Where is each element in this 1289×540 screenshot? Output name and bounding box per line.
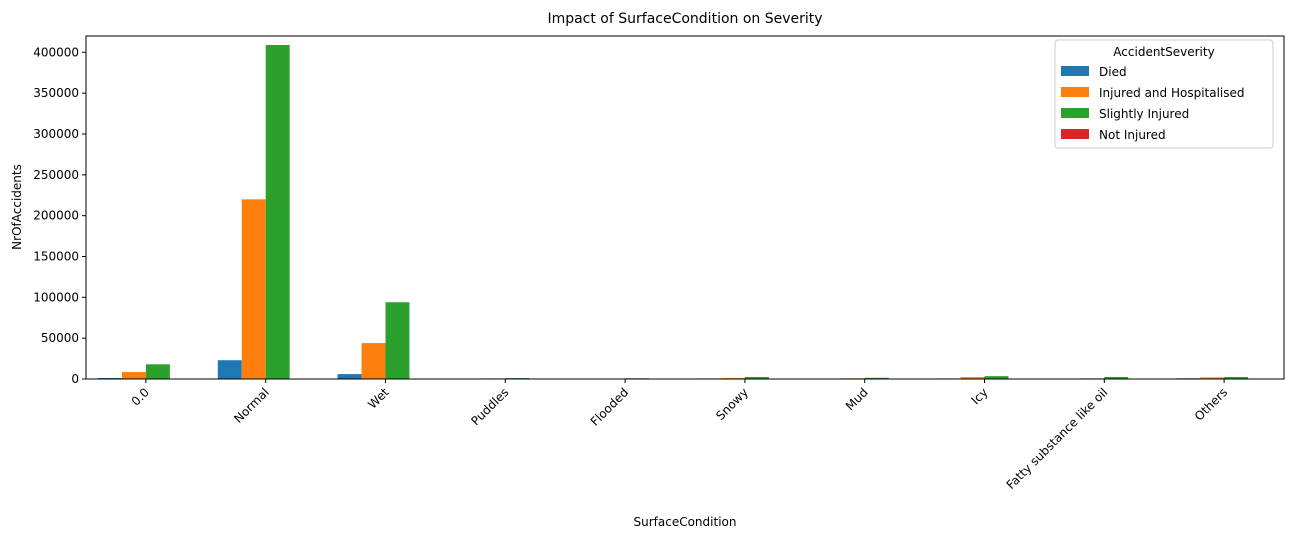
bar-injured-and-hospitalised-1: [241, 199, 266, 379]
bar-slightly-injured-8: [1104, 376, 1129, 379]
bar-injured-and-hospitalised-7: [960, 377, 985, 379]
bar-died-2: [337, 374, 362, 379]
y-tick-label: 200000: [33, 209, 79, 223]
legend-frame: [1054, 39, 1274, 149]
legend-label: Not Injured: [1099, 128, 1166, 142]
bar-slightly-injured-6: [864, 377, 889, 379]
bar-injured-and-hospitalised-9: [1200, 377, 1225, 379]
bars-group: [97, 44, 1249, 379]
bar-slightly-injured-2: [385, 302, 410, 379]
y-tick-label: 100000: [33, 290, 79, 304]
bar-slightly-injured-0: [145, 364, 170, 379]
bar-slightly-injured-7: [984, 376, 1009, 379]
legend-swatch: [1061, 129, 1089, 139]
x-tick-label: Snowy: [713, 385, 751, 423]
legend-swatch: [1061, 66, 1089, 76]
legend: AccidentSeverity Died Injured and Hospita…: [1054, 39, 1274, 149]
legend-label: Injured and Hospitalised: [1099, 86, 1245, 100]
y-tick-label: 0: [71, 372, 79, 386]
bar-injured-and-hospitalised-0: [121, 372, 146, 379]
x-tick-label: Wet: [365, 385, 392, 412]
y-axis: 0 50000 100000 150000 200000 250000 300000 3500…: [33, 45, 86, 386]
y-tick-label: 300000: [33, 127, 79, 141]
x-tick-label: Others: [1192, 385, 1230, 423]
y-tick-label: 400000: [33, 45, 79, 59]
legend-label: Died: [1099, 65, 1127, 79]
legend-label: Slightly Injured: [1099, 107, 1189, 121]
legend-title: AccidentSeverity: [1113, 45, 1214, 59]
bar-slightly-injured-5: [744, 376, 769, 379]
legend-swatch: [1061, 87, 1089, 97]
plot-frame: [85, 35, 1285, 380]
x-tick-label: Fatty substance like oil: [1004, 385, 1111, 492]
x-tick-label: Icy: [969, 385, 991, 407]
chart-title: Impact of SurfaceCondition on Severity: [547, 11, 822, 27]
x-tick-label: Puddles: [468, 385, 511, 428]
bar-slightly-injured-9: [1224, 376, 1249, 379]
bar-died-1: [217, 360, 242, 379]
x-axis: 0.0 Normal Wet Puddles Flooded Snowy Mud Icy Fat…: [129, 379, 1230, 492]
x-tick-label: Normal: [231, 385, 272, 426]
x-tick-label: Mud: [843, 385, 871, 413]
x-tick-label: Flooded: [588, 385, 632, 429]
bar-slightly-injured-1: [265, 44, 290, 379]
x-axis-title: SurfaceCondition: [634, 515, 737, 529]
legend-swatch: [1061, 108, 1089, 118]
y-tick-label: 50000: [41, 331, 79, 345]
x-tick-label: 0.0: [129, 385, 152, 408]
bar-injured-and-hospitalised-2: [361, 343, 386, 379]
legend-items: Died Injured and Hospitalised Slightly Inj…: [1061, 65, 1245, 142]
y-axis-title: NrOfAccidents: [10, 164, 24, 250]
y-tick-label: 350000: [33, 86, 79, 100]
y-tick-label: 150000: [33, 250, 79, 264]
y-tick-label: 250000: [33, 168, 79, 182]
